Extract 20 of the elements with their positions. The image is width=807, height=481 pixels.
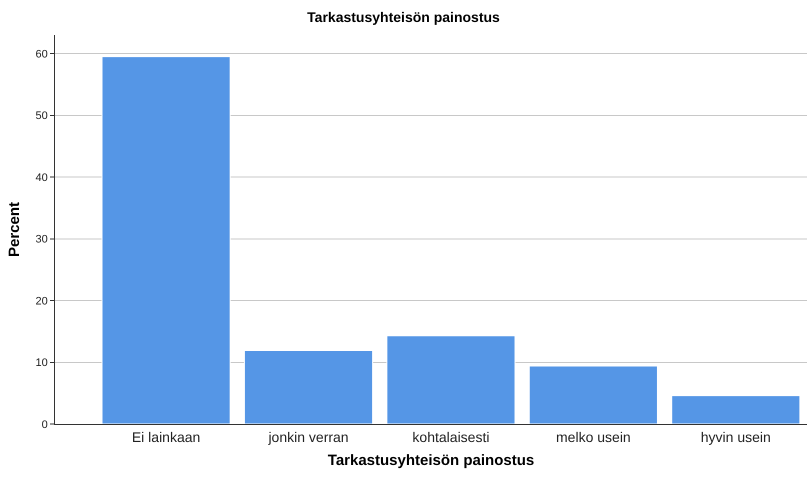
y-tick-label: 40 xyxy=(36,172,48,184)
y-tick-label: 60 xyxy=(36,48,48,60)
x-tick-label: jonkin verran xyxy=(267,428,349,445)
bar xyxy=(244,350,374,424)
x-tick-label: kohtalaisesti xyxy=(412,428,490,445)
y-tick-label: 50 xyxy=(36,110,48,122)
y-tick-label: 30 xyxy=(36,234,48,246)
x-axis-title: Tarkastusyhteisön painostus xyxy=(328,452,534,469)
y-tick-label: 0 xyxy=(42,418,48,431)
y-tick-label: 20 xyxy=(36,295,48,308)
bar xyxy=(102,56,231,424)
bar xyxy=(528,365,658,424)
chart-title: Tarkastusyhteisön painostus xyxy=(307,8,500,25)
x-tick-label: Ei lainkaan xyxy=(132,428,200,445)
bar xyxy=(386,335,516,424)
y-tick-label: 10 xyxy=(36,357,48,370)
x-tick-label: melko usein xyxy=(556,428,631,445)
y-axis-title: Percent xyxy=(6,202,23,258)
bar xyxy=(671,395,800,424)
x-tick-label: hyvin usein xyxy=(700,428,771,445)
